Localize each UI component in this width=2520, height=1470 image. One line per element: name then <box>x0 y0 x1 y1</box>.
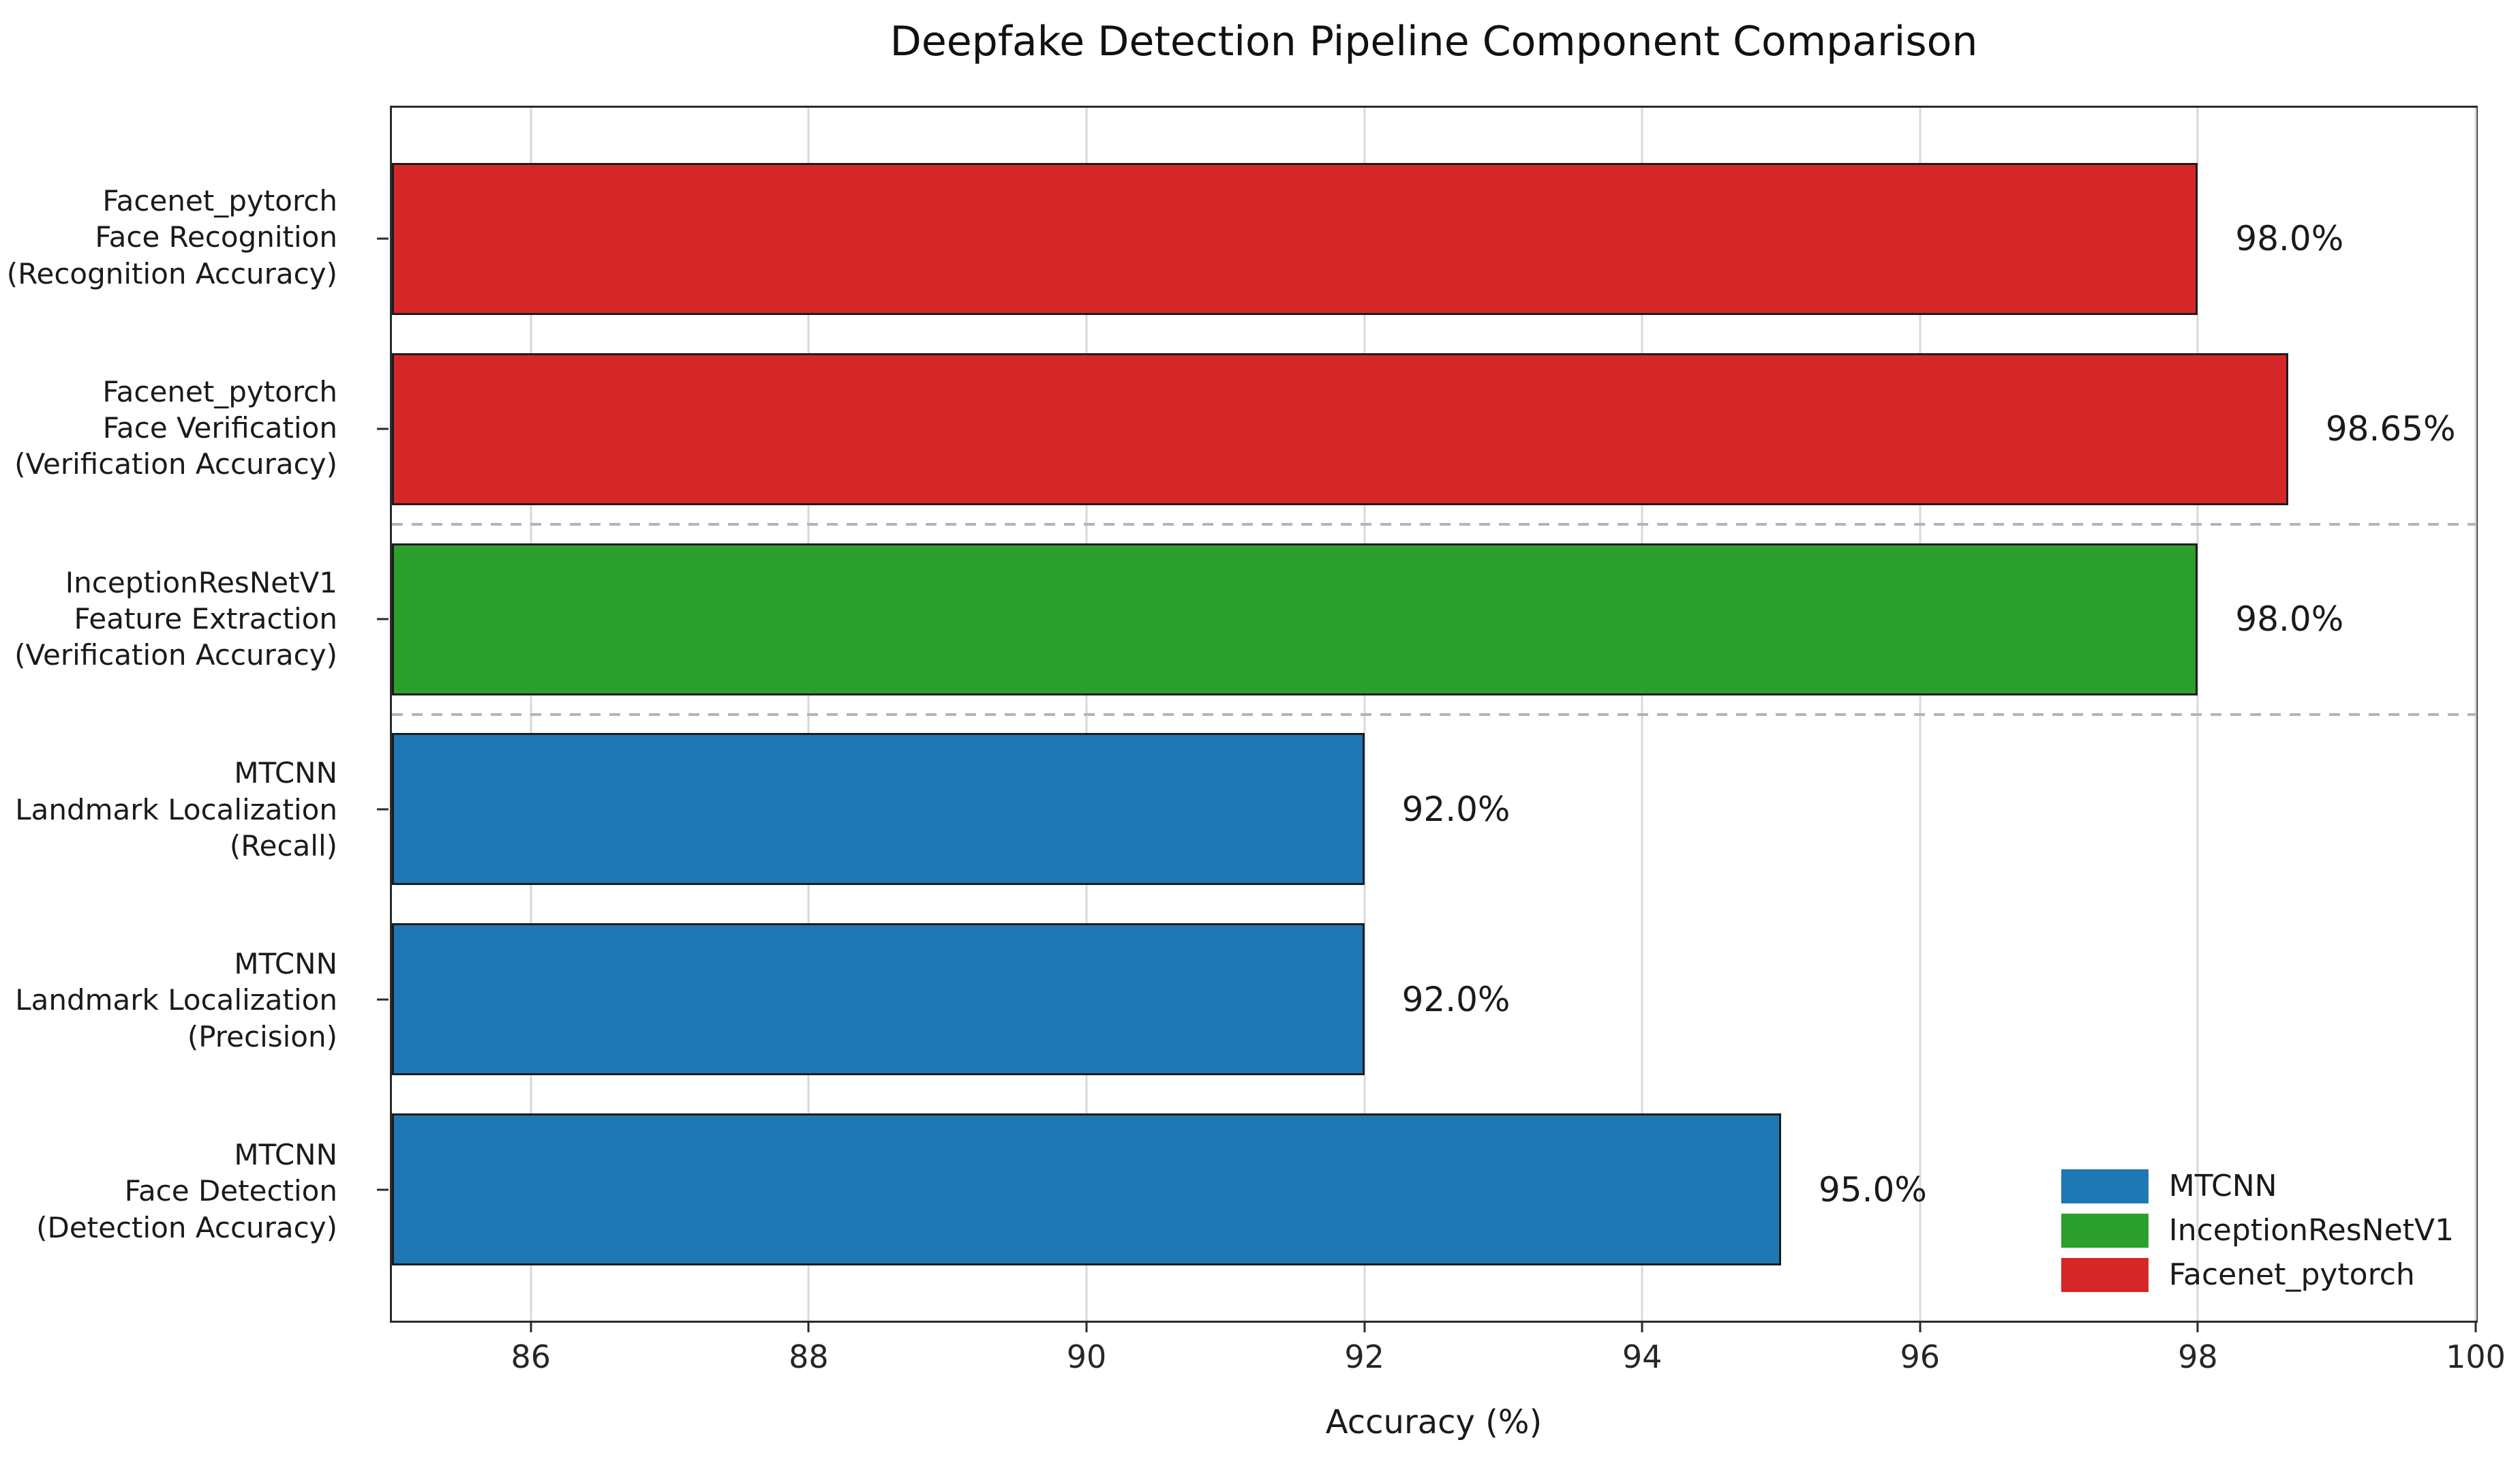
bar-value-label: 98.0% <box>2235 599 2344 640</box>
bar-mtcnn-landmark-recall <box>392 733 1365 886</box>
x-tick-label: 96 <box>1900 1338 1941 1375</box>
legend-label: Facenet_pytorch <box>2168 1257 2415 1292</box>
y-tick-label-inception-feature-extraction: InceptionResNetV1 Feature Extraction (Ve… <box>14 565 337 672</box>
x-tick-mark <box>807 1321 810 1332</box>
bar-value-label: 98.65% <box>2325 409 2456 449</box>
bar-mtcnn-face-detection <box>392 1113 1781 1266</box>
x-tick-label: 100 <box>2446 1338 2506 1375</box>
x-tick-mark <box>2474 1321 2477 1332</box>
legend-entry-inceptionresnetv1: InceptionResNetV1 <box>2061 1213 2454 1248</box>
bar-inception-feature-extraction <box>392 543 2198 695</box>
bar-row: 95.0% <box>392 1113 2476 1266</box>
x-tick-mark <box>1363 1321 1366 1332</box>
legend-entry-mtcnn: MTCNN <box>2061 1169 2454 1203</box>
x-axis-ticks: 86 88 90 92 94 96 98 100 <box>392 1321 2506 1402</box>
x-tick-label: 92 <box>1344 1338 1384 1375</box>
x-tick-label: 90 <box>1066 1338 1107 1375</box>
bar-value-label: 98.0% <box>2235 219 2344 259</box>
bar-mtcnn-landmark-precision <box>392 923 1365 1076</box>
y-tick-label-mtcnn-landmark-precision: MTCNN Landmark Localization (Precision) <box>15 947 337 1053</box>
bar-value-label: 92.0% <box>1401 789 1511 829</box>
group-separator-line-top <box>392 522 2476 526</box>
legend-label: MTCNN <box>2168 1169 2277 1203</box>
bar-row: 98.0% <box>392 543 2476 695</box>
y-tick-label-mtcnn-landmark-recall: MTCNN Landmark Localization (Recall) <box>15 756 337 863</box>
y-tick-mark <box>377 1188 389 1191</box>
legend-entry-facenet-pytorch: Facenet_pytorch <box>2061 1257 2454 1292</box>
x-tick-mark <box>2196 1321 2199 1332</box>
y-axis-labels: Facenet_pytorch Face Recognition (Recogn… <box>0 106 368 1323</box>
x-tick-mark <box>1085 1321 1088 1332</box>
bar-row: 92.0% <box>392 733 2476 886</box>
plot-area: 98.0% 98.65% 98.0% 92.0% 92.0% 95.0% MTC… <box>377 106 2506 1375</box>
x-tick-label: 94 <box>1622 1338 1663 1375</box>
legend-swatch-mtcnn <box>2061 1169 2149 1203</box>
x-tick-label: 98 <box>2178 1338 2218 1375</box>
y-tick-mark <box>377 237 389 240</box>
x-tick-mark <box>530 1321 532 1332</box>
bar-row: 98.0% <box>392 162 2476 315</box>
gridline <box>2474 108 2477 1321</box>
y-tick-mark <box>377 808 389 811</box>
chart-title: Deepfake Detection Pipeline Component Co… <box>890 18 1978 65</box>
legend: MTCNN InceptionResNetV1 Facenet_pytorch <box>2061 1169 2454 1292</box>
legend-label: InceptionResNetV1 <box>2168 1213 2454 1248</box>
x-tick-label: 86 <box>511 1338 551 1375</box>
x-axis-title: Accuracy (%) <box>1325 1403 1543 1441</box>
y-tick-mark <box>377 998 389 1001</box>
bar-row: 92.0% <box>392 923 2476 1076</box>
bar-value-label: 95.0% <box>1819 1169 1927 1210</box>
y-tick-label-facenet-face-recognition: Facenet_pytorch Face Recognition (Recogn… <box>6 184 337 290</box>
group-separator-line-bottom <box>392 712 2476 716</box>
legend-swatch-facenet-pytorch <box>2061 1257 2149 1292</box>
bar-row: 98.65% <box>392 352 2476 505</box>
x-tick-mark <box>1641 1321 1643 1332</box>
bar-facenet-face-verification <box>392 352 2288 505</box>
x-tick-label: 88 <box>789 1338 829 1375</box>
legend-swatch-inceptionresnetv1 <box>2061 1213 2149 1248</box>
y-tick-mark <box>377 427 389 430</box>
bar-facenet-face-recognition <box>392 162 2198 315</box>
y-tick-label-mtcnn-face-detection: MTCNN Face Detection (Detection Accuracy… <box>36 1137 337 1244</box>
y-tick-label-facenet-face-verification: Facenet_pytorch Face Verification (Verif… <box>14 374 337 481</box>
y-tick-mark <box>377 618 389 620</box>
bar-value-label: 92.0% <box>1401 979 1511 1019</box>
x-tick-mark <box>1919 1321 1922 1332</box>
